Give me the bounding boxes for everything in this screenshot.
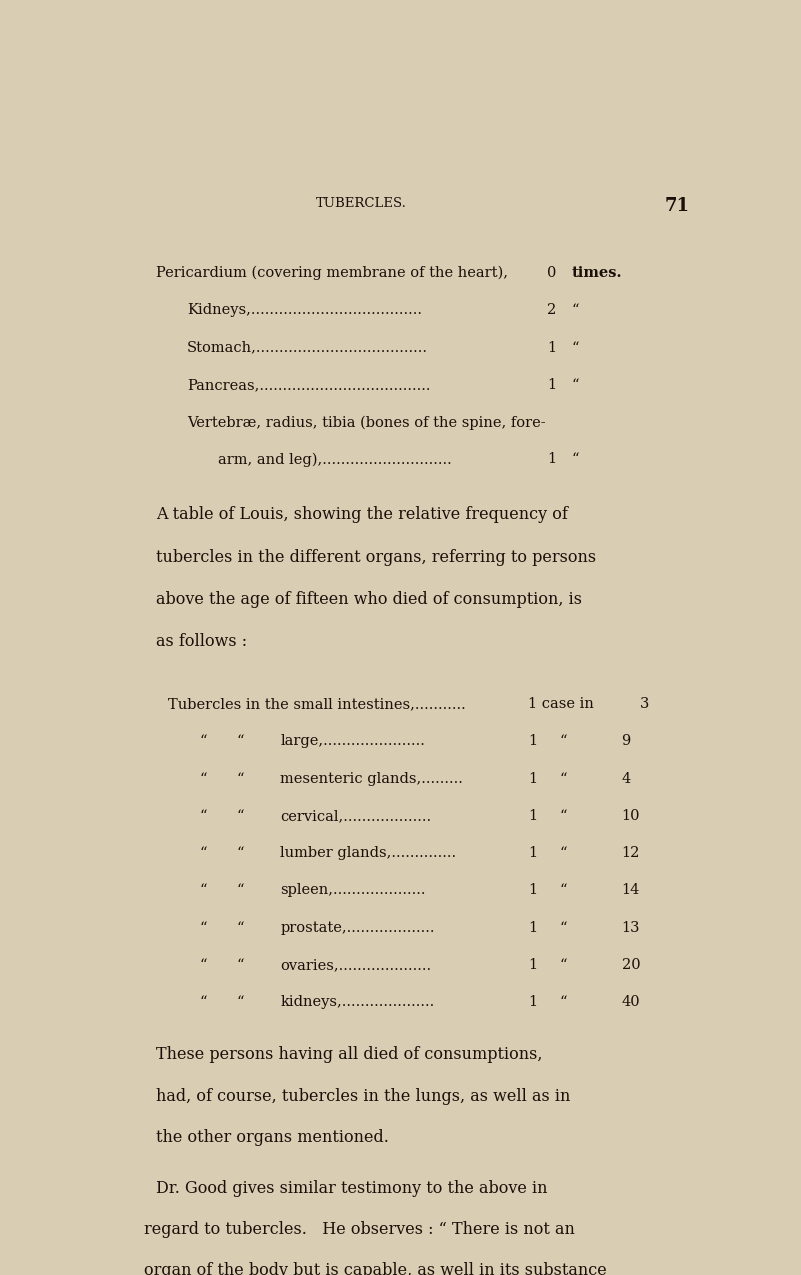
Text: “: “ [199,996,207,1010]
Text: 1: 1 [529,921,537,935]
Text: 1: 1 [529,808,537,822]
Text: These persons having all died of consumptions,: These persons having all died of consump… [156,1047,542,1063]
Text: spleen,....................: spleen,.................... [280,884,425,898]
Text: as follows :: as follows : [156,634,248,650]
Text: “: “ [559,808,567,822]
Text: “: “ [237,884,244,898]
Text: tubercles in the different organs, referring to persons: tubercles in the different organs, refer… [156,548,596,566]
Text: 20: 20 [622,958,640,972]
Text: 1: 1 [529,884,537,898]
Text: lumber glands,..............: lumber glands,.............. [280,847,457,861]
Text: 9: 9 [622,734,631,748]
Text: “: “ [199,884,207,898]
Text: “: “ [199,734,207,748]
Text: 1: 1 [529,771,537,785]
Text: Stomach,.....................................: Stomach,................................… [187,340,428,354]
Text: 1: 1 [529,734,537,748]
Text: “: “ [237,734,244,748]
Text: “: “ [559,958,567,972]
Text: 10: 10 [622,808,640,822]
Text: “: “ [237,958,244,972]
Text: 1: 1 [529,847,537,861]
Text: ovaries,....................: ovaries,.................... [280,958,431,972]
Text: prostate,...................: prostate,................... [280,921,435,935]
Text: “: “ [237,847,244,861]
Text: 71: 71 [665,198,690,215]
Text: 13: 13 [622,921,640,935]
Text: 2: 2 [547,303,557,317]
Text: “: “ [559,771,567,785]
Text: the other organs mentioned.: the other organs mentioned. [156,1128,388,1146]
Text: 12: 12 [622,847,640,861]
Text: “: “ [199,847,207,861]
Text: 40: 40 [622,996,640,1010]
Text: regard to tubercles.   He observes : “ There is not an: regard to tubercles. He observes : “ The… [143,1221,574,1238]
Text: “: “ [572,303,579,317]
Text: “: “ [237,921,244,935]
Text: “: “ [199,808,207,822]
Text: 1: 1 [529,996,537,1010]
Text: 1 case in: 1 case in [529,697,594,711]
Text: “: “ [559,847,567,861]
Text: “: “ [572,453,579,467]
Text: 1: 1 [529,958,537,972]
Text: Kidneys,.....................................: Kidneys,................................… [187,303,422,317]
Text: A table of Louis, showing the relative frequency of: A table of Louis, showing the relative f… [156,506,568,524]
Text: “: “ [199,958,207,972]
Text: “: “ [559,884,567,898]
Text: arm, and leg),............................: arm, and leg),..........................… [218,453,452,467]
Text: “: “ [559,996,567,1010]
Text: 1: 1 [547,377,556,391]
Text: “: “ [199,921,207,935]
Text: mesenteric glands,.........: mesenteric glands,......... [280,771,463,785]
Text: cervical,...................: cervical,................... [280,808,431,822]
Text: “: “ [572,377,579,391]
Text: 0: 0 [547,266,557,280]
Text: organ of the body but is capable, as well in its substance: organ of the body but is capable, as wel… [143,1262,606,1275]
Text: 3: 3 [640,697,650,711]
Text: times.: times. [572,266,622,280]
Text: kidneys,....................: kidneys,.................... [280,996,434,1010]
Text: 14: 14 [622,884,640,898]
Text: “: “ [572,340,579,354]
Text: large,......................: large,...................... [280,734,425,748]
Text: above the age of fifteen who died of consumption, is: above the age of fifteen who died of con… [156,590,582,608]
Text: “: “ [237,808,244,822]
Text: “: “ [559,734,567,748]
Text: 1: 1 [547,340,556,354]
Text: Dr. Good gives similar testimony to the above in: Dr. Good gives similar testimony to the … [156,1179,548,1197]
Text: “: “ [199,771,207,785]
Text: Vertebræ, radius, tibia (bones of the spine, fore-: Vertebræ, radius, tibia (bones of the sp… [187,416,545,430]
Text: “: “ [559,921,567,935]
Text: TUBERCLES.: TUBERCLES. [316,198,406,210]
Text: Pericardium (covering membrane of the heart),: Pericardium (covering membrane of the he… [156,266,508,280]
Text: “: “ [237,771,244,785]
Text: “: “ [237,996,244,1010]
Text: Tubercles in the small intestines,...........: Tubercles in the small intestines,......… [168,697,466,711]
Text: Pancreas,.....................................: Pancreas,...............................… [187,377,430,391]
Text: had, of course, tubercles in the lungs, as well as in: had, of course, tubercles in the lungs, … [156,1088,570,1104]
Text: 1: 1 [547,453,556,467]
Text: 4: 4 [622,771,631,785]
